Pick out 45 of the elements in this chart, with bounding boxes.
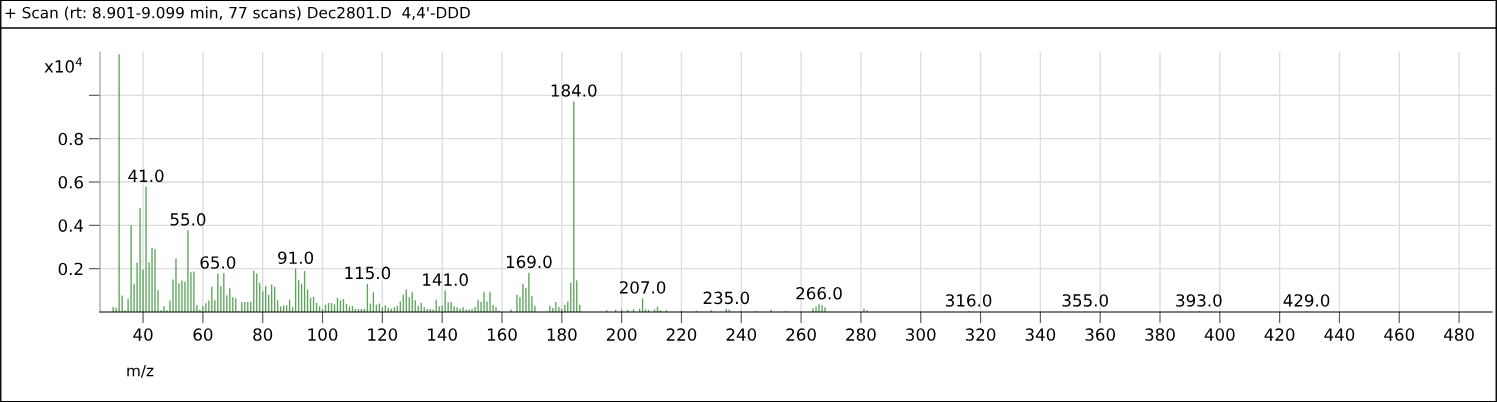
x-tick-label: 300 <box>906 328 936 341</box>
annotation: 355.0 <box>1062 294 1108 307</box>
x-tick-label: 180 <box>547 328 577 341</box>
annotation: 429.0 <box>1283 294 1330 307</box>
y-tick-label: 0.2 <box>58 262 83 276</box>
x-tick-label: 100 <box>308 328 338 341</box>
x-tick-label: 160 <box>487 328 517 341</box>
y-tick-label: 0.4 <box>58 219 84 232</box>
annotation: 184.0 <box>551 84 597 97</box>
x-tick-label: 260 <box>786 328 816 341</box>
y-tick-label: 0.8 <box>58 132 83 146</box>
y-axis-title: x10$^{4}$ <box>44 57 82 73</box>
x-tick-label: 240 <box>726 328 757 341</box>
x-tick-label: 360 <box>1085 328 1115 341</box>
x-tick-label: 60 <box>193 328 213 341</box>
annotation: 316.0 <box>945 294 992 307</box>
x-tick-label: 400 <box>1204 328 1235 341</box>
x-tick-label: 380 <box>1145 328 1175 341</box>
annotation: 91.0 <box>278 251 314 265</box>
x-tick-label: 120 <box>368 328 398 341</box>
annotation: 266.0 <box>796 286 842 300</box>
annotation: 115.0 <box>345 266 391 280</box>
annotation: 141.0 <box>423 273 468 286</box>
annotation: 207.0 <box>619 281 666 294</box>
x-tick-label: 340 <box>1025 328 1056 341</box>
x-tick-label: 440 <box>1324 328 1355 341</box>
annotation: 393.0 <box>1176 294 1222 307</box>
x-axis-title: m/z <box>127 365 154 378</box>
annotation: 55.0 <box>170 213 206 226</box>
x-tick-label: 480 <box>1444 328 1474 341</box>
x-tick-label: 280 <box>846 328 876 341</box>
x-tick-label: 320 <box>965 328 996 341</box>
x-tick-label: 220 <box>666 328 697 341</box>
x-tick-label: 40 <box>133 328 153 341</box>
annotation: 169.0 <box>506 255 552 269</box>
x-tick-label: 140 <box>428 328 457 341</box>
y-tick-label: 0.6 <box>58 175 83 189</box>
annotation: 235.0 <box>703 291 750 305</box>
x-tick-label: 460 <box>1384 328 1415 341</box>
x-tick-label: 80 <box>253 328 273 341</box>
x-tick-label: 420 <box>1264 328 1295 341</box>
annotation: 65.0 <box>200 256 236 269</box>
chart-title: + Scan (rt: 8.901-9.099 min, 77 scans) Dec2801.D 4,4'-DDD <box>5 6 470 21</box>
annotation: 41.0 <box>128 169 164 183</box>
x-tick-label: 200 <box>606 328 637 341</box>
